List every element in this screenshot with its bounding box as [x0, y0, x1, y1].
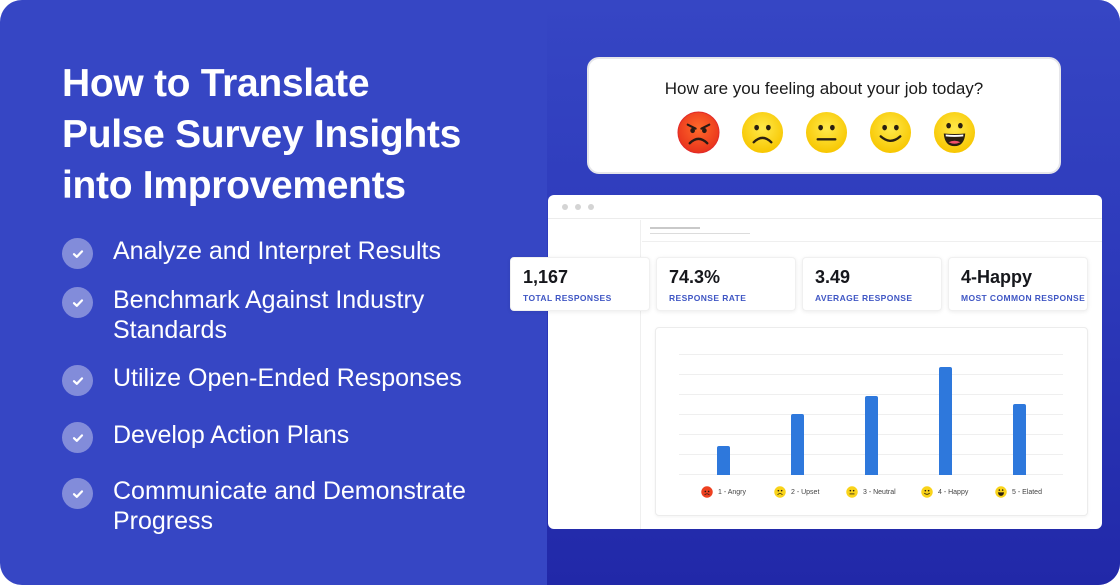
title-line-2: Pulse Survey Insights: [62, 113, 462, 156]
angry-face-icon: [701, 486, 713, 498]
stat-value: 74.3%: [669, 267, 721, 287]
bar-upset[interactable]: [791, 414, 804, 475]
placeholder-title: [650, 227, 700, 229]
stat-label: MOST COMMON RESPONSE: [961, 293, 1086, 303]
gridline: [679, 394, 1063, 395]
grinning-face-icon[interactable]: [933, 111, 976, 154]
dashboard-header: [642, 220, 1102, 242]
bullet-text: Develop Action Plans: [113, 421, 350, 449]
window-dot-icon: [588, 204, 594, 210]
emoji-rating-row: [677, 111, 976, 154]
stat-label: RESPONSE RATE: [669, 293, 747, 303]
stat-label: TOTAL RESPONSES: [523, 293, 612, 303]
bullet-text: Utilize Open-Ended Responses: [113, 364, 462, 392]
legend-item: 4 - Happy: [921, 486, 968, 498]
stat-label: AVERAGE RESPONSE: [815, 293, 913, 303]
window-titlebar: [548, 195, 1102, 219]
legend-item: 1 - Angry: [701, 486, 746, 498]
window-dot-icon: [575, 204, 581, 210]
bar-chart-card: 1 - Angry 2 - Upset 3 - Neutral 4 - Happ…: [655, 327, 1088, 516]
title-line-3: into Improvements: [62, 164, 406, 207]
legend-label: 4 - Happy: [938, 488, 969, 496]
bullet-item: Utilize Open-Ended Responses: [62, 363, 533, 396]
legend-label: 3 - Neutral: [863, 488, 896, 496]
check-circle-icon: [62, 287, 93, 318]
gridline: [679, 354, 1063, 355]
survey-question-card: How are you feeling about your job today…: [587, 57, 1061, 174]
legend-item: 5 - Elated: [995, 486, 1042, 498]
bullet-item: Communicate and Demonstrate Progress: [62, 476, 533, 536]
stat-card-average-response: 3.49 AVERAGE RESPONSE: [802, 257, 942, 311]
title-line-1: How to Translate: [62, 62, 370, 105]
frowning-face-icon: [774, 486, 786, 498]
stat-value: 3.49: [815, 267, 851, 287]
bullet-item: Benchmark Against Industry Standards: [62, 285, 533, 345]
bullet-text: Communicate and Demonstrate Progress: [113, 477, 466, 535]
frowning-face-icon[interactable]: [741, 111, 784, 154]
stat-card-response-rate: 74.3% RESPONSE RATE: [656, 257, 796, 311]
bullet-item: Analyze and Interpret Results: [62, 236, 533, 269]
angry-face-icon[interactable]: [677, 111, 720, 154]
bar-happy[interactable]: [939, 367, 952, 475]
check-circle-icon: [62, 238, 93, 269]
stat-value: 4-Happy: [961, 267, 1033, 287]
window-dot-icon: [562, 204, 568, 210]
neutral-face-icon: [846, 486, 858, 498]
bullet-text: Benchmark Against Industry Standards: [113, 286, 425, 344]
stat-card-total-responses: 1,167 TOTAL RESPONSES: [510, 257, 650, 311]
check-circle-icon: [62, 365, 93, 396]
bar-chart: [679, 354, 1063, 476]
stat-card-most-common: 4-Happy MOST COMMON RESPONSE: [948, 257, 1088, 311]
bar-elated[interactable]: [1013, 404, 1026, 475]
page-title: How to Translate Pulse Survey Insights i…: [62, 58, 542, 211]
stat-value: 1,167: [523, 267, 569, 287]
survey-question: How are you feeling about your job today…: [664, 79, 984, 98]
dashboard-sidebar: [548, 220, 641, 529]
legend-label: 2 - Upset: [791, 488, 820, 496]
bar-neutral[interactable]: [865, 396, 878, 475]
chart-legend: 1 - Angry 2 - Upset 3 - Neutral 4 - Happ…: [656, 486, 1087, 500]
bullet-item: Develop Action Plans: [62, 420, 533, 453]
bullet-text: Analyze and Interpret Results: [113, 237, 441, 265]
check-circle-icon: [62, 422, 93, 453]
legend-label: 1 - Angry: [718, 488, 747, 496]
legend-label: 5 - Elated: [1012, 488, 1042, 496]
check-circle-icon: [62, 478, 93, 509]
legend-item: 3 - Neutral: [846, 486, 896, 498]
slightly-smiling-face-icon: [921, 486, 933, 498]
slightly-smiling-face-icon[interactable]: [869, 111, 912, 154]
grinning-face-icon: [995, 486, 1007, 498]
legend-item: 2 - Upset: [774, 486, 819, 498]
neutral-face-icon[interactable]: [805, 111, 848, 154]
gridline: [679, 374, 1063, 375]
bar-angry[interactable]: [717, 446, 730, 475]
placeholder-subtitle: [650, 233, 750, 234]
